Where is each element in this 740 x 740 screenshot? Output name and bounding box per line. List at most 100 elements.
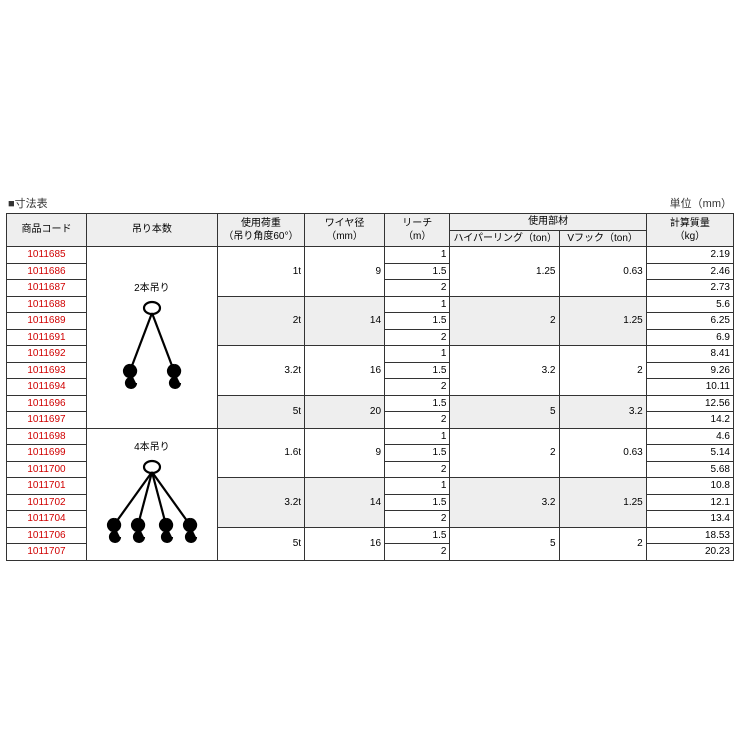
cell-mass: 4.6 bbox=[646, 428, 733, 445]
cell-code: 1011702 bbox=[7, 494, 87, 511]
cell-mass: 5.68 bbox=[646, 461, 733, 478]
cell-code: 1011699 bbox=[7, 445, 87, 462]
cell-hook: 0.63 bbox=[559, 428, 646, 478]
sling-label: 4本吊り bbox=[90, 441, 214, 455]
cell-reach: 1.5 bbox=[385, 527, 450, 544]
cell-mass: 6.9 bbox=[646, 329, 733, 346]
cell-reach: 2 bbox=[385, 329, 450, 346]
cell-code: 1011706 bbox=[7, 527, 87, 544]
cell-reach: 1 bbox=[385, 428, 450, 445]
cell-code: 1011686 bbox=[7, 263, 87, 280]
cell-reach: 1 bbox=[385, 247, 450, 264]
cell-mass: 2.19 bbox=[646, 247, 733, 264]
col-hook: Vフック（ton） bbox=[559, 230, 646, 247]
cell-mass: 8.41 bbox=[646, 346, 733, 363]
col-parts: 使用部材 bbox=[450, 214, 646, 231]
cell-code: 1011688 bbox=[7, 296, 87, 313]
sling-four-icon bbox=[90, 457, 214, 547]
cell-ring: 2 bbox=[450, 428, 559, 478]
cell-wire: 16 bbox=[305, 527, 385, 560]
cell-reach: 2 bbox=[385, 280, 450, 297]
cell-hook: 2 bbox=[559, 527, 646, 560]
cell-reach: 1.5 bbox=[385, 494, 450, 511]
cell-ring: 1.25 bbox=[450, 247, 559, 297]
cell-code: 1011693 bbox=[7, 362, 87, 379]
sling-two-icon bbox=[90, 298, 214, 393]
col-code: 商品コード bbox=[7, 214, 87, 247]
cell-reach: 1.5 bbox=[385, 395, 450, 412]
cell-wire: 14 bbox=[305, 296, 385, 346]
cell-hook: 3.2 bbox=[559, 395, 646, 428]
col-ring: ハイパーリング（ton） bbox=[450, 230, 559, 247]
cell-wire: 14 bbox=[305, 478, 385, 528]
cell-wire: 16 bbox=[305, 346, 385, 396]
cell-code: 1011697 bbox=[7, 412, 87, 429]
cell-ring: 3.2 bbox=[450, 346, 559, 396]
cell-sling: 4本吊り bbox=[86, 428, 217, 560]
cell-reach: 1 bbox=[385, 478, 450, 495]
cell-reach: 2 bbox=[385, 544, 450, 561]
cell-load: 1.6t bbox=[217, 428, 304, 478]
cell-reach: 2 bbox=[385, 461, 450, 478]
cell-mass: 10.11 bbox=[646, 379, 733, 396]
table-row: 10116984本吊り1.6t9120.634.6 bbox=[7, 428, 734, 445]
cell-hook: 1.25 bbox=[559, 296, 646, 346]
cell-hook: 0.63 bbox=[559, 247, 646, 297]
col-wire: ワイヤ径（mm） bbox=[305, 214, 385, 247]
cell-load: 3.2t bbox=[217, 478, 304, 528]
cell-wire: 20 bbox=[305, 395, 385, 428]
cell-mass: 2.46 bbox=[646, 263, 733, 280]
cell-load: 1t bbox=[217, 247, 304, 297]
cell-ring: 5 bbox=[450, 395, 559, 428]
cell-wire: 9 bbox=[305, 428, 385, 478]
cell-mass: 18.53 bbox=[646, 527, 733, 544]
cell-mass: 5.14 bbox=[646, 445, 733, 462]
cell-reach: 1.5 bbox=[385, 445, 450, 462]
cell-mass: 12.1 bbox=[646, 494, 733, 511]
cell-mass: 5.6 bbox=[646, 296, 733, 313]
dimension-table: 商品コード 吊り本数 使用荷重（吊り角度60°） ワイヤ径（mm） リーチ（m）… bbox=[6, 213, 734, 561]
col-reach: リーチ（m） bbox=[385, 214, 450, 247]
cell-mass: 9.26 bbox=[646, 362, 733, 379]
cell-code: 1011700 bbox=[7, 461, 87, 478]
table-row: 10116852本吊り1t911.250.632.19 bbox=[7, 247, 734, 264]
col-mass: 計算質量（kg） bbox=[646, 214, 733, 247]
cell-mass: 6.25 bbox=[646, 313, 733, 330]
cell-mass: 14.2 bbox=[646, 412, 733, 429]
cell-hook: 2 bbox=[559, 346, 646, 396]
cell-code: 1011701 bbox=[7, 478, 87, 495]
cell-code: 1011691 bbox=[7, 329, 87, 346]
cell-code: 1011689 bbox=[7, 313, 87, 330]
cell-code: 1011707 bbox=[7, 544, 87, 561]
cell-code: 1011687 bbox=[7, 280, 87, 297]
cell-sling: 2本吊り bbox=[86, 247, 217, 429]
cell-code: 1011704 bbox=[7, 511, 87, 528]
cell-code: 1011696 bbox=[7, 395, 87, 412]
cell-mass: 10.8 bbox=[646, 478, 733, 495]
cell-mass: 13.4 bbox=[646, 511, 733, 528]
cell-reach: 1.5 bbox=[385, 313, 450, 330]
cell-ring: 3.2 bbox=[450, 478, 559, 528]
sling-label: 2本吊り bbox=[90, 282, 214, 296]
cell-wire: 9 bbox=[305, 247, 385, 297]
cell-reach: 2 bbox=[385, 412, 450, 429]
cell-load: 5t bbox=[217, 395, 304, 428]
cell-code: 1011692 bbox=[7, 346, 87, 363]
cell-code: 1011698 bbox=[7, 428, 87, 445]
cell-reach: 1 bbox=[385, 346, 450, 363]
cell-reach: 2 bbox=[385, 511, 450, 528]
cell-ring: 2 bbox=[450, 296, 559, 346]
table-title: 寸法表 bbox=[8, 195, 48, 211]
table-header: 商品コード 吊り本数 使用荷重（吊り角度60°） ワイヤ径（mm） リーチ（m）… bbox=[7, 214, 734, 247]
cell-ring: 5 bbox=[450, 527, 559, 560]
cell-reach: 1 bbox=[385, 296, 450, 313]
cell-mass: 20.23 bbox=[646, 544, 733, 561]
cell-mass: 2.73 bbox=[646, 280, 733, 297]
cell-mass: 12.56 bbox=[646, 395, 733, 412]
cell-load: 3.2t bbox=[217, 346, 304, 396]
col-sling: 吊り本数 bbox=[86, 214, 217, 247]
cell-reach: 2 bbox=[385, 379, 450, 396]
cell-code: 1011694 bbox=[7, 379, 87, 396]
cell-reach: 1.5 bbox=[385, 263, 450, 280]
cell-reach: 1.5 bbox=[385, 362, 450, 379]
